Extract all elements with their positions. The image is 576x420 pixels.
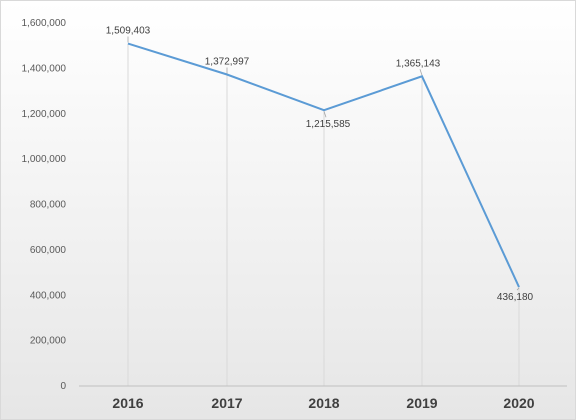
x-axis-ticks: 2016 2017 2018 2019 2020: [112, 395, 534, 411]
y-tick-label: 1,400,000: [22, 63, 67, 74]
label-leader-line: [419, 69, 423, 76]
y-axis-ticks: 0 200,000 400,000 600,000 800,000 1,000,000 1,…: [22, 18, 67, 392]
y-tick-label: 0: [60, 381, 66, 392]
data-label: 436,180: [497, 292, 534, 303]
drop-lines: [127, 43, 520, 386]
y-tick-label: 200,000: [30, 336, 67, 347]
x-tick-label: 2017: [211, 395, 242, 411]
y-tick-label: 400,000: [30, 290, 67, 301]
x-tick-label: 2016: [112, 395, 143, 411]
y-tick-label: 600,000: [30, 245, 67, 256]
data-label: 1,365,143: [396, 58, 441, 69]
x-tick-label: 2018: [308, 395, 339, 411]
data-label: 1,509,403: [106, 26, 151, 37]
label-leader-line: [323, 111, 327, 118]
y-tick-label: 800,000: [30, 200, 67, 211]
y-tick-label: 1,200,000: [22, 109, 67, 120]
y-tick-label: 1,000,000: [22, 154, 67, 165]
x-tick-label: 2019: [406, 395, 437, 411]
x-tick-label: 2020: [503, 395, 534, 411]
y-tick-label: 1,600,000: [22, 18, 67, 29]
data-label: 1,372,997: [205, 57, 250, 68]
series-line: [127, 42, 520, 288]
label-leader-line: [516, 287, 520, 291]
data-labels: 1,509,403 1,372,997 1,215,585 1,365,143 436,…: [106, 26, 534, 303]
data-label: 1,215,585: [306, 119, 351, 130]
label-leader-lines: [127, 36, 520, 291]
